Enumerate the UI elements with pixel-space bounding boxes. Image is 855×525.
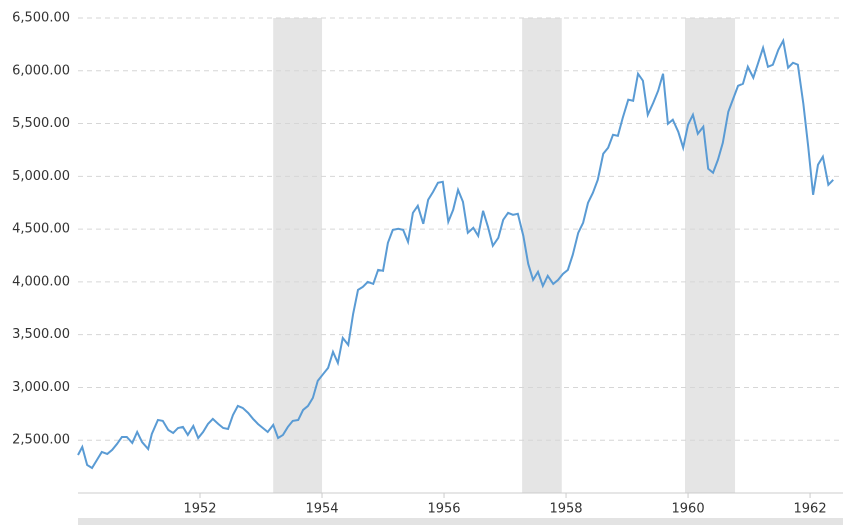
recession-band (522, 18, 562, 493)
y-tick-label: 6,000.00 (12, 63, 70, 78)
y-tick-label: 2,500.00 (12, 433, 70, 448)
line (77, 37, 834, 470)
x-tick-label: 1962 (794, 502, 827, 517)
recession-band (273, 18, 323, 493)
y-tick-label: 4,000.00 (12, 274, 70, 289)
scrollbar[interactable] (78, 518, 843, 525)
x-tick-label: 1958 (549, 502, 582, 517)
x-tick-label: 1956 (427, 502, 460, 517)
y-tick-label: 5,500.00 (12, 116, 70, 131)
y-tick-label: 5,000.00 (12, 169, 70, 184)
recession-band (684, 18, 736, 493)
x-tick-label: 1954 (305, 502, 338, 517)
y-tick-label: 4,500.00 (12, 222, 70, 237)
x-tick-label: 1960 (672, 502, 705, 517)
x-tick-label: 1952 (183, 502, 216, 517)
y-tick-label: 3,500.00 (12, 327, 70, 342)
y-tick-label: 3,000.00 (12, 380, 70, 395)
y-tick-label: 6,500.00 (12, 11, 70, 26)
